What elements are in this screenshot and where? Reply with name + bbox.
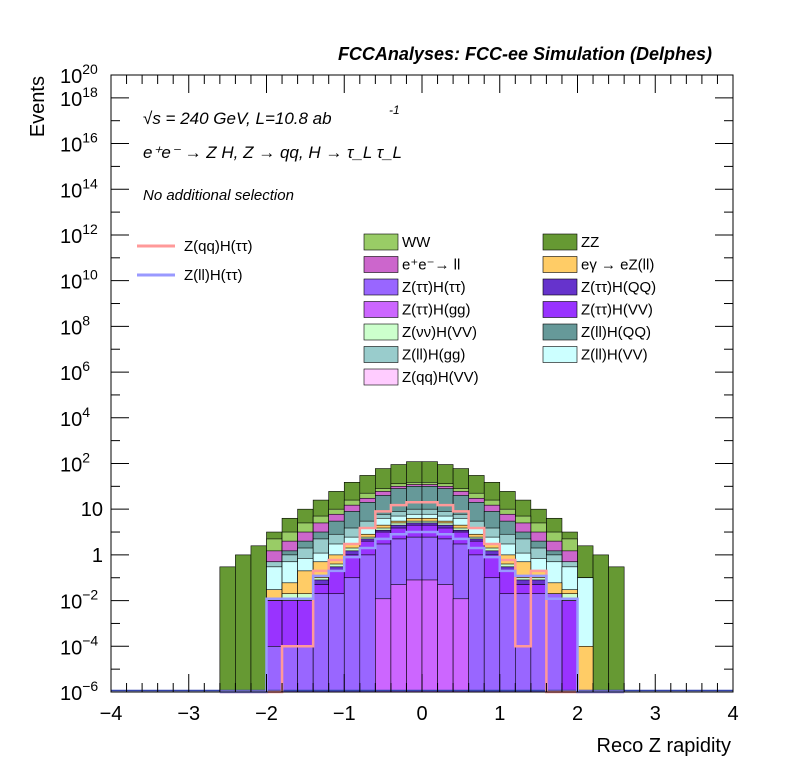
y-tick-label: 1014 <box>60 175 98 202</box>
legend-fill-swatch <box>363 368 399 386</box>
bar-z-h <box>483 577 501 693</box>
legend-fill-label: ZZ <box>581 234 599 251</box>
y-tick-label: 10 <box>81 499 103 521</box>
legend-fill-label: WW <box>402 234 431 251</box>
bar-z-h <box>343 577 361 693</box>
y-tick-label: 1020 <box>60 61 98 88</box>
bar-z-h-gg <box>437 584 454 693</box>
bar-z-h <box>328 593 345 693</box>
legend-fill-swatch <box>363 323 399 341</box>
legend-fill-label: Z(ττ)H(VV) <box>581 302 653 319</box>
y-tick-label: 104 <box>60 404 90 431</box>
x-tick-label: −1 <box>333 703 356 725</box>
bar-z-h-gg <box>390 584 407 693</box>
line-z-ll-h <box>219 530 625 694</box>
axis-ticks <box>110 75 734 693</box>
bar-zz <box>608 566 625 693</box>
bar-z-h <box>514 593 532 693</box>
bar-z-h <box>281 645 298 693</box>
bar-z-h-gg <box>421 579 438 693</box>
x-tick-label: −4 <box>100 703 123 725</box>
line-z-qq-h <box>219 501 625 694</box>
legend-fill-swatch <box>542 233 578 251</box>
bar-zz <box>250 545 267 693</box>
bar-e-ez-ll <box>577 645 594 693</box>
y-tick-label: 1018 <box>60 84 98 111</box>
bar-zz <box>235 554 252 693</box>
x-tick-label: −2 <box>255 703 278 725</box>
bar-z-h <box>312 593 329 693</box>
bar-z-h-vv <box>561 600 578 693</box>
legend-fill-label: e⁺e⁻→ ll <box>402 257 460 274</box>
legend-fill-swatch <box>542 256 578 273</box>
energy-annotation-exponent: -1 <box>389 103 400 117</box>
chart-title: FCCAnalyses: FCC-ee Simulation (Delphes) <box>338 44 712 64</box>
bar-z-h <box>297 645 314 693</box>
x-tick-label: −3 <box>177 703 200 725</box>
y-tick-labels: 10−6 10−4 10−2 1 10 102 104 106 108 1010 1012 1014 1… <box>60 61 103 705</box>
stacked-histogram <box>111 461 733 693</box>
bar-z-h <box>530 593 547 693</box>
bar-zz <box>592 554 609 693</box>
y-tick-label: 1016 <box>60 130 98 157</box>
y-axis-label: Events <box>27 76 49 137</box>
x-axis-label: Reco Z rapidity <box>597 735 732 757</box>
x-tick-label: 1 <box>494 703 505 725</box>
legend-fill-swatch <box>363 278 399 296</box>
bar-z-h-gg <box>375 598 392 693</box>
y-tick-label: 102 <box>60 449 90 476</box>
legend-fill-swatch <box>542 323 578 341</box>
legend-fill-swatch <box>363 256 399 273</box>
legend-fill-label: Z(ττ)H(ττ) <box>402 279 466 296</box>
bar-z-h-gg <box>406 579 423 693</box>
legend-fill-label: Z(ττ)H(gg) <box>402 302 471 319</box>
legend-fill-label: Z(ll)H(VV) <box>581 347 648 364</box>
x-tick-label: 3 <box>650 703 661 725</box>
series-z-h-gg <box>375 579 469 693</box>
legend: Z(qq)H(ττ) Z(ll)H(ττ) WW ZZ e⁺e⁻→ ll eγ → eZ(… <box>137 233 656 386</box>
legend-fill-label: Z(ττ)H(QQ) <box>581 279 656 296</box>
x-tick-label: 2 <box>572 703 583 725</box>
legend-fill-swatch <box>542 301 578 318</box>
x-tick-label: 4 <box>727 703 738 725</box>
legend-fill-swatch <box>363 346 399 363</box>
bar-zz <box>219 566 236 693</box>
bar-z-h <box>266 645 283 693</box>
bar-z-h-gg <box>452 598 469 693</box>
x-tick-labels: −4 −3 −2 −1 0 1 2 3 4 <box>100 703 739 725</box>
legend-fill-swatch <box>542 278 578 296</box>
y-tick-label: 1012 <box>60 221 98 248</box>
legend-fill-label: eγ → eZ(ll) <box>581 257 654 274</box>
bar-z-h <box>499 593 516 693</box>
y-tick-label: 10−6 <box>60 678 98 705</box>
legend-fill-label: Z(qq)H(VV) <box>402 369 479 386</box>
legend-fill-label: Z(ll)H(QQ) <box>581 324 651 341</box>
legend-fill-label: Z(νν)H(VV) <box>402 324 477 341</box>
legend-fill-swatch <box>363 301 399 318</box>
process-annotation: e⁺e⁻ → Z H, Z → qq, H → τ_L τ_L <box>143 143 402 162</box>
selection-annotation: No additional selection <box>143 187 294 204</box>
legend-fill-label: Z(ll)H(gg) <box>402 347 465 364</box>
energy-annotation: √s = 240 GeV, L=10.8 ab <box>143 109 332 128</box>
bar-z-h <box>359 554 376 693</box>
y-tick-label: 106 <box>60 358 90 385</box>
y-tick-label: 10−2 <box>60 587 98 614</box>
y-tick-label: 10−4 <box>60 632 98 659</box>
legend-fill-swatch <box>363 233 399 251</box>
y-tick-label: 1 <box>92 545 103 567</box>
legend-line-label: Z(qq)H(ττ) <box>184 238 253 255</box>
legend-fill-swatch <box>542 346 578 363</box>
legend-line-label: Z(ll)H(ττ) <box>184 267 243 284</box>
x-tick-label: 0 <box>416 703 427 725</box>
bar-z-h <box>468 554 485 693</box>
y-tick-label: 108 <box>60 312 90 339</box>
bar-z-h <box>546 593 563 693</box>
signal-lines <box>219 501 625 694</box>
y-tick-label: 1010 <box>60 267 98 294</box>
